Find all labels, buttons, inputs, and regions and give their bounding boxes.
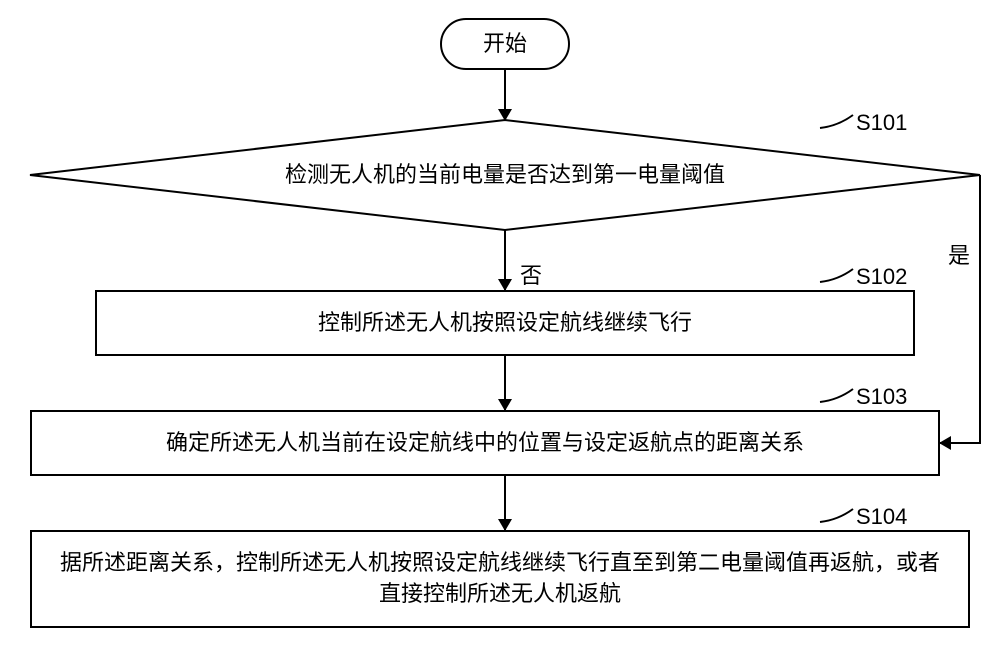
start-node-text: 开始 [463, 25, 547, 64]
process-s102: 控制所述无人机按照设定航线继续飞行 [95, 290, 915, 356]
label-s104: S104 [856, 504, 907, 530]
decision-s101-text: 检测无人机的当前电量是否达到第一电量阈值 [265, 156, 745, 195]
start-node: 开始 [440, 18, 570, 70]
label-s101: S101 [856, 110, 907, 136]
process-s104-text: 据所述距离关系，控制所述无人机按照设定航线继续飞行直至到第二电量阈值再返航，或者… [32, 544, 968, 614]
branch-yes-label: 是 [948, 238, 970, 270]
label-s102: S102 [856, 264, 907, 290]
process-s103-text: 确定所述无人机当前在设定航线中的位置与设定返航点的距离关系 [146, 424, 824, 463]
process-s104: 据所述距离关系，控制所述无人机按照设定航线继续飞行直至到第二电量阈值再返航，或者… [30, 530, 970, 628]
process-s103: 确定所述无人机当前在设定航线中的位置与设定返航点的距离关系 [30, 410, 940, 476]
label-s103: S103 [856, 384, 907, 410]
flowchart-canvas: 开始 检测无人机的当前电量是否达到第一电量阈值 控制所述无人机按照设定航线继续飞… [0, 0, 1000, 653]
process-s102-text: 控制所述无人机按照设定航线继续飞行 [298, 304, 712, 343]
decision-s101-text-container: 检测无人机的当前电量是否达到第一电量阈值 [155, 155, 855, 195]
branch-no-label: 否 [520, 258, 542, 290]
